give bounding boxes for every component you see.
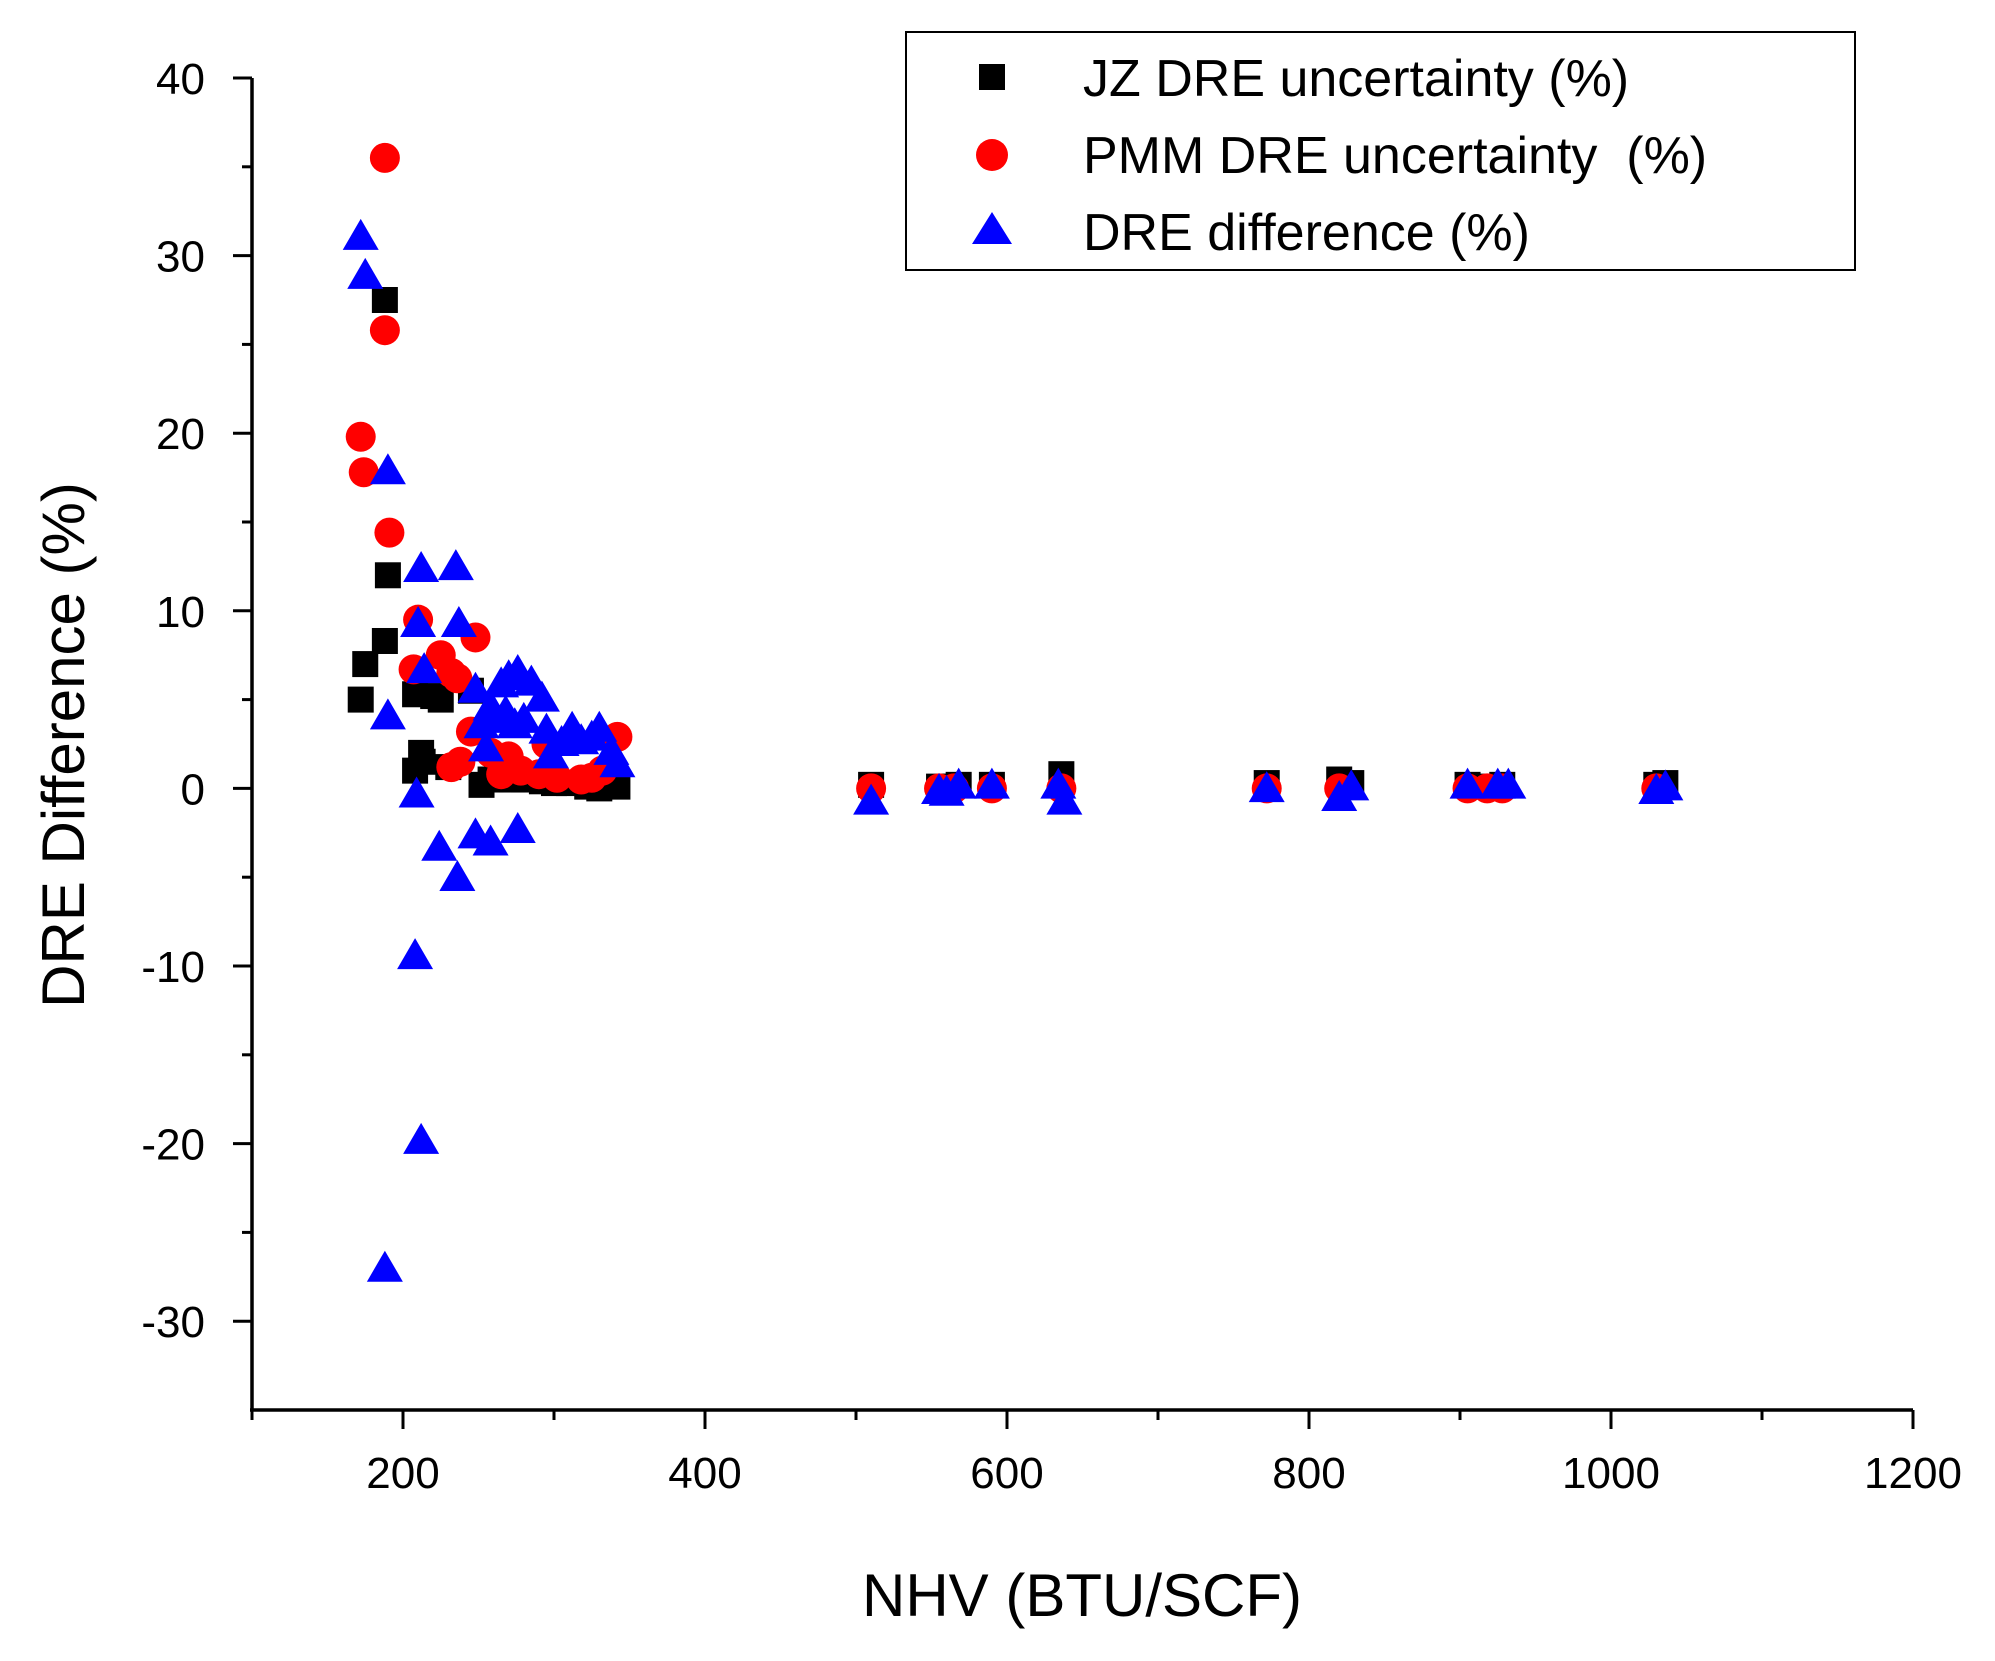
data-point bbox=[440, 606, 477, 638]
y-tick-label: 10 bbox=[156, 588, 205, 637]
y-tick-label: -20 bbox=[141, 1121, 205, 1170]
plot-marks bbox=[342, 142, 1684, 1282]
y-tick-label: 20 bbox=[156, 410, 205, 459]
data-point bbox=[599, 746, 636, 778]
data-point bbox=[347, 257, 384, 289]
data-point bbox=[1046, 783, 1083, 815]
x-ticks: 200 400 600 800 1000 1200 bbox=[250, 1410, 1962, 1498]
legend-box bbox=[905, 31, 1856, 271]
y-axis-title: DRE Difference (%) bbox=[30, 482, 97, 1008]
y-tick-label: 0 bbox=[181, 765, 205, 814]
series-3 bbox=[342, 218, 1684, 1282]
data-point bbox=[366, 1250, 403, 1282]
data-point bbox=[505, 701, 542, 733]
x-tick-label: 1200 bbox=[1864, 1449, 1962, 1498]
y-tick-label: 30 bbox=[156, 233, 205, 282]
data-point bbox=[940, 767, 977, 799]
legend-label-jz: JZ DRE uncertainty (%) bbox=[1083, 50, 1629, 108]
data-point bbox=[1647, 769, 1684, 801]
x-tick-label: 1000 bbox=[1562, 1449, 1660, 1498]
y-tick-label: 40 bbox=[156, 55, 205, 104]
data-point bbox=[400, 606, 437, 638]
data-point bbox=[369, 315, 400, 346]
legend-marker-square bbox=[979, 64, 1005, 90]
data-point bbox=[468, 730, 505, 762]
data-point bbox=[1248, 771, 1285, 803]
data-point bbox=[371, 287, 398, 313]
legend-marker-triangle bbox=[972, 212, 1012, 244]
x-axis-title: NHV (BTU/SCF) bbox=[862, 1562, 1302, 1629]
y-tick-label: -10 bbox=[141, 943, 205, 992]
x-tick-label: 400 bbox=[668, 1449, 741, 1498]
axes: -30 -20 -10 0 10 20 30 40 200 400 600 800 1000 1200 bbox=[141, 55, 1962, 1498]
data-point bbox=[973, 767, 1010, 799]
data-point bbox=[439, 859, 476, 891]
data-point bbox=[352, 651, 379, 678]
data-point bbox=[348, 457, 379, 488]
data-point bbox=[409, 748, 436, 775]
data-point bbox=[853, 783, 890, 815]
data-point bbox=[1490, 767, 1527, 799]
data-point bbox=[342, 218, 379, 250]
data-point bbox=[369, 698, 406, 730]
x-tick-label: 600 bbox=[970, 1449, 1043, 1498]
data-point bbox=[397, 938, 434, 970]
data-point bbox=[445, 746, 476, 777]
data-point bbox=[403, 1122, 440, 1154]
legend-marker-circle bbox=[976, 139, 1008, 171]
data-point bbox=[442, 663, 473, 694]
data-point bbox=[345, 421, 376, 452]
data-point bbox=[421, 829, 458, 861]
data-point bbox=[499, 812, 536, 844]
data-point bbox=[374, 562, 401, 589]
data-point bbox=[371, 627, 398, 654]
data-point bbox=[437, 549, 474, 581]
x-tick-label: 200 bbox=[366, 1449, 439, 1498]
data-point bbox=[369, 453, 406, 485]
data-point bbox=[457, 671, 494, 703]
data-point bbox=[347, 686, 374, 713]
data-point bbox=[472, 824, 509, 856]
data-point bbox=[406, 652, 443, 684]
data-point bbox=[403, 550, 440, 582]
legend: JZ DRE uncertainty (%) PMM DRE uncertain… bbox=[905, 31, 1856, 271]
y-tick-label: -30 bbox=[141, 1298, 205, 1347]
data-point bbox=[1449, 767, 1486, 799]
data-point bbox=[523, 680, 560, 712]
y-ticks: -30 -20 -10 0 10 20 30 40 bbox=[141, 55, 252, 1347]
x-tick-label: 800 bbox=[1272, 1449, 1345, 1498]
data-point bbox=[398, 776, 435, 808]
data-point bbox=[369, 142, 400, 173]
data-point bbox=[374, 517, 405, 548]
data-point bbox=[1333, 769, 1370, 801]
legend-label-pmm: PMM DRE uncertainty (%) bbox=[1083, 127, 1707, 185]
legend-label-difference: DRE difference (%) bbox=[1083, 204, 1530, 262]
data-point bbox=[542, 762, 573, 793]
data-point bbox=[581, 710, 618, 742]
